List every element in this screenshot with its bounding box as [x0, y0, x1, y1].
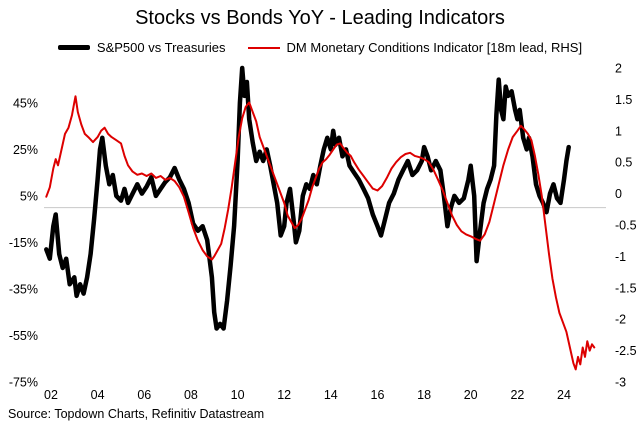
right-axis-tick: 1: [615, 124, 622, 138]
legend-item-sp500: S&P500 vs Treasuries: [57, 40, 226, 55]
right-axis-tick: -2: [615, 313, 626, 327]
right-axis-tick: 0: [615, 187, 622, 201]
left-axis-tick: 45%: [13, 96, 38, 110]
right-axis-tick: -1.5: [615, 281, 637, 295]
series-line-sp500-vs-treasuries: [44, 65, 571, 331]
source-note: Source: Topdown Charts, Refinitiv Datast…: [8, 407, 265, 421]
legend-label-sp500: S&P500 vs Treasuries: [96, 40, 226, 55]
right-axis-tick: -1: [615, 250, 626, 264]
x-axis-tick: 02: [44, 388, 58, 402]
left-axis-tick: -75%: [9, 376, 38, 390]
x-axis-tick: 12: [277, 388, 291, 402]
left-axis-tick: -35%: [9, 283, 38, 297]
x-axis-tick: 18: [417, 388, 431, 402]
right-axis-tick: -0.5: [615, 219, 637, 233]
right-axis-tick: 0.5: [615, 156, 632, 170]
left-axis-tick: -15%: [9, 236, 38, 250]
x-axis-tick: 22: [510, 388, 524, 402]
series-line-dm-monetary-conditions: [45, 95, 596, 371]
right-axis-tick: -2.5: [615, 344, 637, 358]
left-axis-tick: -55%: [9, 329, 38, 343]
chart-legend: S&P500 vs Treasuries DM Monetary Conditi…: [0, 40, 640, 55]
x-axis-tick: 16: [371, 388, 385, 402]
right-axis-tick: 2: [615, 62, 622, 76]
chart-title: Stocks vs Bonds YoY - Leading Indicators: [135, 7, 505, 29]
left-axis-tick: 5%: [20, 189, 38, 203]
legend-label-dm-monetary: DM Monetary Conditions Indicator [18m le…: [286, 40, 583, 55]
x-axis-tick: 04: [91, 388, 105, 402]
right-axis-tick: 1.5: [615, 93, 632, 107]
x-axis-tick: 10: [231, 388, 245, 402]
legend-item-dm-monetary: DM Monetary Conditions Indicator [18m le…: [247, 40, 583, 55]
x-axis-tick: 20: [464, 388, 478, 402]
sp500-line-swatch: [57, 45, 90, 50]
x-axis-tick: 06: [137, 388, 151, 402]
right-axis-tick: -3: [615, 376, 626, 390]
dm-monetary-line-swatch: [247, 46, 280, 49]
x-axis-tick: 08: [184, 388, 198, 402]
left-axis-tick: 25%: [13, 143, 38, 157]
x-axis-tick: 24: [557, 388, 571, 402]
x-axis-tick: 14: [324, 388, 338, 402]
